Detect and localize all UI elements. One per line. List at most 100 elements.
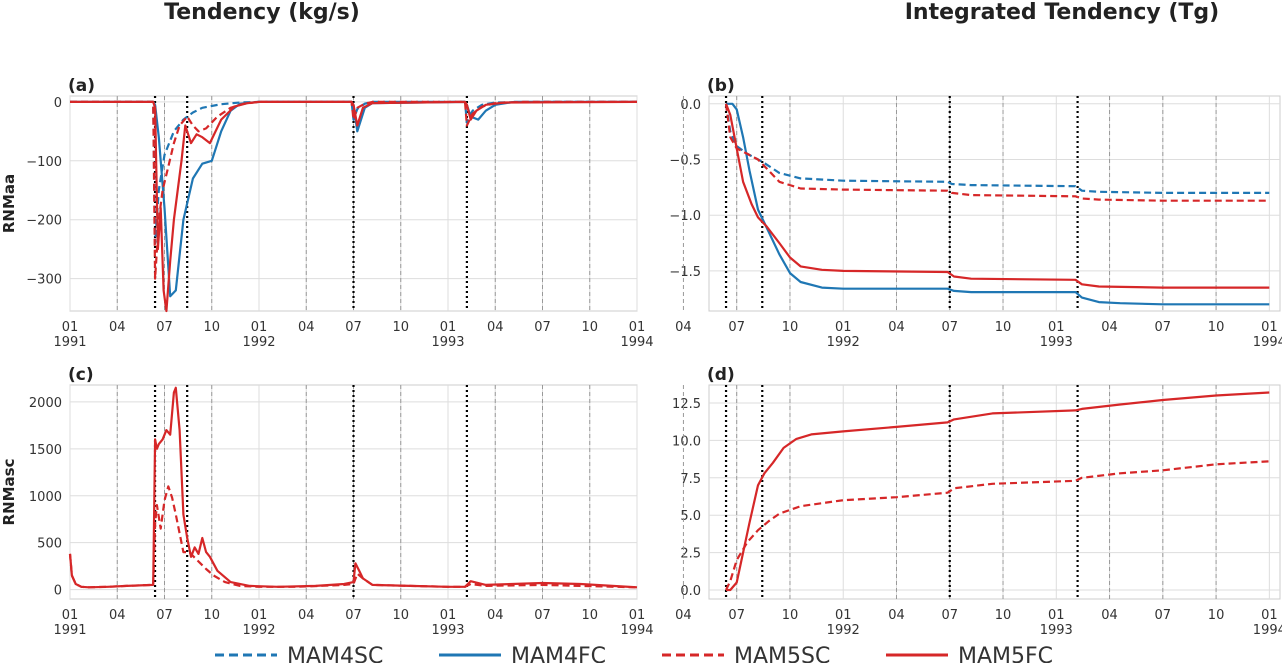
x-tick-label: 07 (1155, 608, 1172, 623)
x-tick-label: 04 (888, 608, 905, 623)
y-tick-label: 500 (37, 537, 62, 552)
x-tick-label: 04 (487, 320, 504, 335)
x-tick-label: 01 (835, 320, 852, 335)
x-tick-label: 10 (392, 320, 409, 335)
series-mam5fc (68, 386, 638, 589)
x-tick-year-label: 1994 (1253, 623, 1282, 638)
panel-label: (d) (707, 365, 735, 385)
y-tick-label: 7.5 (680, 472, 701, 487)
x-tick-year-label: 1994 (620, 623, 653, 638)
x-tick-label: 01 (1048, 608, 1065, 623)
x-tick-label: 01 (629, 608, 646, 623)
x-tick-label: 07 (1155, 320, 1172, 335)
x-tick-label: 01 (1261, 608, 1278, 623)
x-tick-label: 10 (1208, 320, 1225, 335)
x-tick-label: 04 (298, 320, 315, 335)
y-axis-label: RNMaa (0, 174, 18, 233)
x-tick-label: 10 (995, 608, 1012, 623)
y-tick-label: 2.5 (680, 547, 701, 562)
x-tick-year-label: 1992 (242, 623, 275, 638)
x-tick-label: 10 (1208, 608, 1225, 623)
x-tick-label: 07 (534, 608, 551, 623)
x-tick-label: 04 (487, 608, 504, 623)
x-tick-year-label: 1994 (620, 335, 653, 350)
column-title-right: Integrated Tendency (Tg) (905, 0, 1219, 25)
panel-label: (c) (68, 365, 94, 385)
y-axis-label: RNMasc (0, 459, 18, 526)
x-tick-label: 10 (203, 608, 220, 623)
panel-label: (b) (707, 76, 735, 96)
x-tick-year-label: 1993 (1040, 335, 1073, 350)
y-tick-label: −1.0 (669, 209, 701, 224)
x-tick-label: 04 (298, 608, 315, 623)
series-mam5fc (726, 391, 1270, 592)
x-tick-label: 01 (251, 608, 268, 623)
x-tick-label: 04 (109, 608, 126, 623)
y-tick-label: −100 (26, 155, 62, 170)
x-tick-year-label: 1993 (431, 335, 464, 350)
x-tick-label: 10 (995, 320, 1012, 335)
y-tick-label: −200 (26, 214, 62, 229)
x-tick-label: 10 (782, 320, 799, 335)
legend-label: MAM4FC (511, 644, 606, 663)
x-tick-label: 07 (728, 608, 745, 623)
y-tick-label: 0 (54, 96, 62, 111)
x-tick-label: 10 (581, 608, 598, 623)
x-tick-year-label: 1991 (53, 623, 86, 638)
x-tick-label: 01 (835, 608, 852, 623)
y-tick-label: 12.5 (672, 397, 701, 412)
x-tick-label: 10 (581, 320, 598, 335)
x-tick-label: 04 (109, 320, 126, 335)
x-tick-label: 04 (675, 608, 692, 623)
x-tick-label: 07 (534, 320, 551, 335)
series-mam4sc (724, 103, 1270, 194)
x-tick-year-label: 1992 (242, 335, 275, 350)
plot-area (708, 384, 1281, 600)
y-tick-label: 0 (54, 584, 62, 599)
x-tick-label: 01 (1261, 320, 1278, 335)
y-tick-label: 1500 (29, 443, 62, 458)
series-mam5fc (70, 100, 638, 313)
y-tick-label: 10.0 (672, 434, 701, 449)
legend-label: MAM4SC (287, 644, 383, 663)
x-tick-label: 01 (62, 320, 79, 335)
y-tick-label: 0.0 (680, 584, 701, 599)
x-tick-label: 01 (1048, 320, 1065, 335)
x-tick-label: 04 (888, 320, 905, 335)
x-tick-label: 10 (392, 608, 409, 623)
series-mam4fc (726, 102, 1270, 306)
legend-label: MAM5FC (958, 644, 1053, 663)
series-mam5sc (725, 460, 1270, 591)
x-tick-label: 04 (1101, 608, 1118, 623)
x-tick-label: 01 (440, 608, 457, 623)
x-tick-year-label: 1992 (827, 623, 860, 638)
x-tick-year-label: 1992 (827, 335, 860, 350)
column-title-left: Tendency (kg/s) (164, 0, 360, 25)
y-tick-label: −300 (26, 273, 62, 288)
x-tick-label: 04 (675, 320, 692, 335)
x-tick-label: 07 (941, 608, 958, 623)
series-mam5sc (68, 485, 638, 589)
y-tick-label: 1000 (29, 490, 62, 505)
y-tick-label: 0.0 (680, 98, 701, 113)
x-tick-label: 07 (345, 320, 362, 335)
legend: MAM4SC MAM4FC MAM5SC MAM5FC (215, 644, 1053, 663)
x-tick-year-label: 1993 (431, 623, 464, 638)
x-tick-label: 04 (1101, 320, 1118, 335)
panel-label: (a) (68, 76, 95, 96)
x-tick-label: 07 (728, 320, 745, 335)
x-tick-label: 07 (941, 320, 958, 335)
x-tick-label: 07 (345, 608, 362, 623)
y-tick-label: −1.5 (669, 265, 701, 280)
x-tick-label: 10 (203, 320, 220, 335)
x-tick-label: 01 (629, 320, 646, 335)
x-tick-label: 07 (156, 608, 173, 623)
x-tick-label: 07 (156, 320, 173, 335)
x-tick-year-label: 1993 (1040, 623, 1073, 638)
x-tick-year-label: 1991 (53, 335, 86, 350)
